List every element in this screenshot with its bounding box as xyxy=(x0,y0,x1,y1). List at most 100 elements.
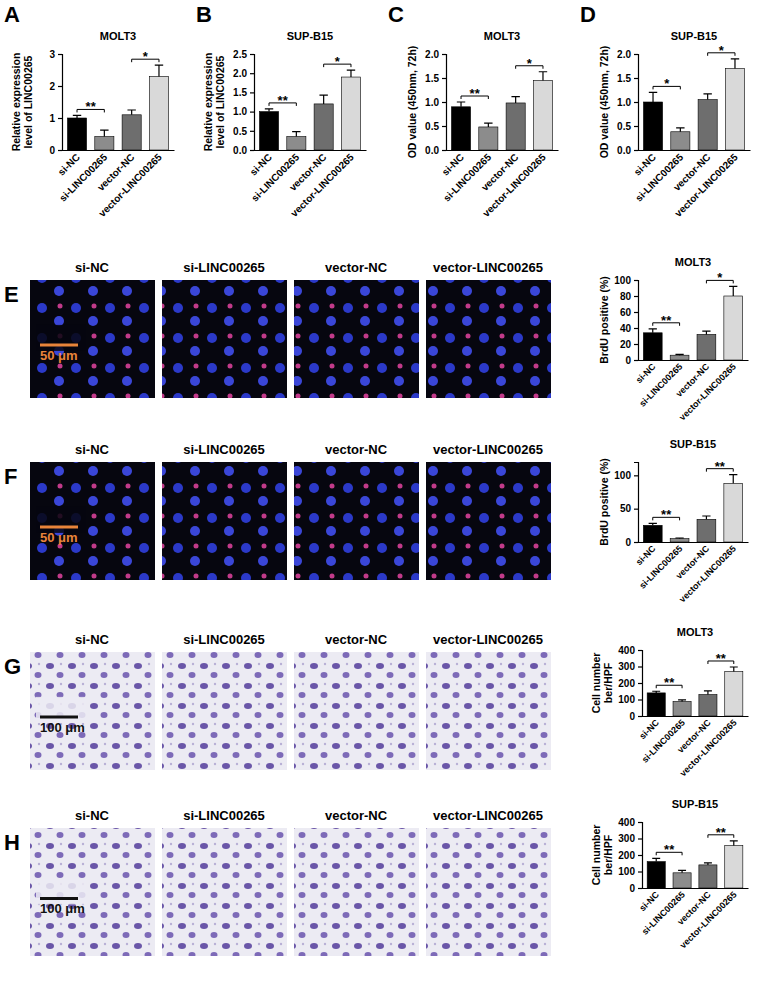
chart-title: SUP-B15 xyxy=(670,438,716,450)
y-axis-line xyxy=(634,463,639,543)
y-axis-line xyxy=(638,651,643,717)
y-tick-mark xyxy=(638,683,642,684)
bar xyxy=(95,137,114,150)
bar xyxy=(259,112,278,150)
error-bar xyxy=(730,667,738,671)
image-label: vector-NC xyxy=(325,442,388,457)
y-tick-label: 100 xyxy=(618,866,635,877)
y-tick-label: 400 xyxy=(618,645,635,656)
y-axis-line xyxy=(250,55,255,151)
error-bar xyxy=(702,516,710,519)
x-axis: si-NCsi-LINC00265vector-NCvector-LINC002… xyxy=(56,150,175,219)
plot-area xyxy=(451,72,552,150)
x-tick-label: si-LINC00265 xyxy=(640,718,687,765)
y-tick: 0 xyxy=(629,711,642,722)
x-tick: vector-LINC00265 xyxy=(672,150,740,219)
y-tick-label: 40 xyxy=(620,323,632,334)
significance-label: * xyxy=(335,54,341,69)
y-tick-label: 3 xyxy=(49,49,55,60)
scale-bar xyxy=(40,525,78,528)
image-label: si-NC xyxy=(75,808,110,823)
y-tick-label: 0 xyxy=(625,355,631,366)
y-tick-label: 0.5 xyxy=(233,126,247,137)
error-bar xyxy=(731,59,739,69)
chart-title: MOLT3 xyxy=(675,256,711,268)
x-tick-label: si-NC xyxy=(634,543,658,567)
y-tick-label: 1.5 xyxy=(233,87,247,98)
y-tick-mark xyxy=(634,542,638,543)
plot-area xyxy=(643,59,744,150)
image-label: si-NC xyxy=(75,442,110,457)
error-bar xyxy=(678,700,686,702)
y-axis-line xyxy=(58,55,63,151)
error-bar xyxy=(127,110,135,115)
y-tick: 0.5 xyxy=(425,121,446,132)
bar xyxy=(314,104,333,150)
y-tick-mark xyxy=(250,111,254,112)
error-bar xyxy=(73,115,81,118)
x-tick-label: vector-LINC00265 xyxy=(288,151,356,219)
x-tick: si-LINC00265 xyxy=(441,150,493,204)
bar xyxy=(533,80,552,150)
image-label: si-LINC00265 xyxy=(183,442,265,457)
y-tick-mark xyxy=(634,280,638,281)
y-tick-label: 300 xyxy=(618,661,635,672)
y-tick: 60 xyxy=(620,307,638,318)
significance-label: ** xyxy=(86,99,97,114)
error-bar xyxy=(319,95,327,104)
y-tick-label: 1.5 xyxy=(617,73,631,84)
micrograph xyxy=(162,828,287,956)
x-axis-line xyxy=(639,542,749,543)
x-axis: si-NCsi-LINC00265vector-NCvector-LINC002… xyxy=(632,150,751,219)
y-tick-label: 0.0 xyxy=(233,145,247,156)
y-tick-mark xyxy=(58,54,62,55)
y-axis-title: OD value (450nm, 72h) xyxy=(598,46,610,159)
y-tick-label: 0 xyxy=(49,145,55,156)
y-tick-label: 300 xyxy=(618,833,635,844)
y-tick-mark xyxy=(638,699,642,700)
panel-letter: F xyxy=(4,464,17,489)
y-tick-mark xyxy=(634,126,638,127)
error-bar xyxy=(649,329,657,333)
x-tick: vector-LINC00265 xyxy=(677,542,738,604)
y-tick: 40 xyxy=(620,323,638,334)
error-bar xyxy=(729,286,737,296)
y-tick-mark xyxy=(638,666,642,667)
significance-label: * xyxy=(717,270,723,285)
error-bar xyxy=(675,537,683,539)
x-tick: vector-LINC00265 xyxy=(96,150,164,219)
bar xyxy=(670,539,689,542)
y-tick-label: 1.0 xyxy=(425,97,439,108)
x-axis: si-NCsi-LINC00265vector-NCvector-LINC002… xyxy=(634,542,749,604)
scale-bar xyxy=(40,715,78,718)
y-tick-label: 20 xyxy=(620,339,632,350)
x-axis-line xyxy=(639,150,751,151)
bar xyxy=(699,695,717,716)
y-tick: 80 xyxy=(620,291,638,302)
y-axis-line xyxy=(638,823,643,889)
bar xyxy=(479,127,498,150)
y-axis-title: ber/HPF xyxy=(602,834,614,875)
y-tick: 300 xyxy=(618,661,642,672)
y-tick: 400 xyxy=(618,817,642,828)
plot-area xyxy=(643,286,742,360)
y-axis-title: ber/HPF xyxy=(602,662,614,703)
y-axis-title: Relative expression xyxy=(10,53,22,152)
y-tick-label: 0.0 xyxy=(425,145,439,156)
x-tick: si-LINC00265 xyxy=(637,542,684,591)
y-tick-label: 200 xyxy=(618,678,635,689)
chart-title: MOLT3 xyxy=(677,626,713,638)
bar xyxy=(724,483,743,542)
y-axis: 0.00.51.01.52.0 xyxy=(425,49,446,156)
significance-label: ** xyxy=(664,675,675,690)
y-tick: 300 xyxy=(618,833,642,844)
y-tick-label: 2.0 xyxy=(617,49,631,60)
y-tick-mark xyxy=(634,312,638,313)
bar xyxy=(149,76,168,150)
y-tick-mark xyxy=(58,118,62,119)
y-tick-label: 1.0 xyxy=(233,106,247,117)
x-tick: vector-LINC00265 xyxy=(677,360,738,422)
error-bar xyxy=(702,331,710,334)
y-tick: 0.5 xyxy=(617,121,638,132)
x-tick-label: vector-LINC00265 xyxy=(677,362,738,423)
